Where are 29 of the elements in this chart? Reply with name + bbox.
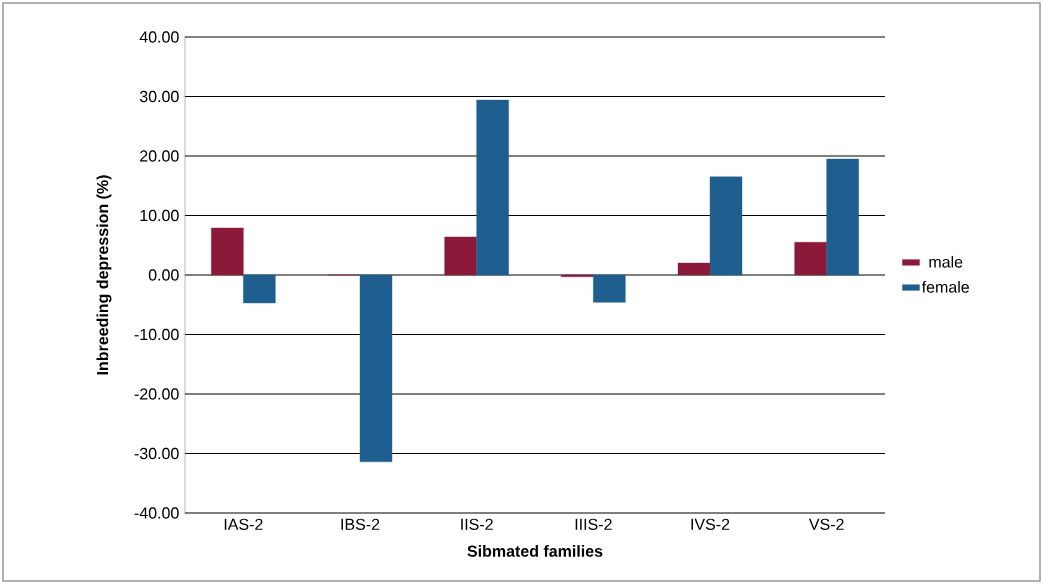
y-tick-label: 30.00: [139, 90, 179, 103]
x-tick-label: IIS-2: [461, 518, 493, 530]
bar: [709, 176, 743, 276]
x-tick-label: IVS-2: [691, 518, 730, 530]
y-tick-label: -30.00: [134, 447, 179, 460]
bar: [794, 242, 827, 276]
x-tick-label: IIIS-2: [575, 518, 612, 530]
bar: [359, 274, 393, 463]
y-tick-label: 20.00: [140, 150, 179, 162]
x-tick-label: IBS-2: [341, 518, 380, 530]
y-axis-title: Inbreeding depression (%): [96, 175, 112, 375]
y-tick-label: -20.00: [134, 388, 179, 400]
bar: [444, 236, 477, 276]
bar: [211, 227, 244, 276]
bar: [243, 274, 276, 304]
bar: [593, 274, 626, 303]
legend-label: male: [929, 255, 963, 268]
x-axis-title: Sibmated families: [467, 545, 603, 557]
y-tick-label: -10.00: [134, 328, 179, 341]
legend-label: female: [921, 281, 969, 293]
y-tick-label: -40.00: [134, 507, 179, 519]
x-tick-label: IAS-2: [224, 518, 263, 530]
y-tick-label: 0.00: [148, 269, 179, 281]
bar: [826, 158, 859, 276]
bar: [476, 99, 509, 276]
bar: [677, 262, 711, 276]
y-tick-label: 10.00: [140, 209, 179, 222]
y-tick-label: 40.00: [139, 31, 179, 43]
x-tick-label: VS-2: [808, 518, 844, 530]
